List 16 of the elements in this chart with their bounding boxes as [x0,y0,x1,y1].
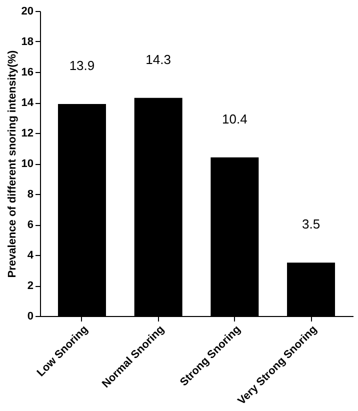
y-tick-label: 16 [21,66,34,78]
data-label: 14.3 [146,52,171,67]
data-label: 10.4 [222,111,248,126]
data-label: 13.9 [69,58,95,74]
y-tick-label: 18 [21,36,34,48]
y-tick-label: 12 [21,128,34,140]
y-axis-title: Prevalence of different snoring intensity(%) [6,50,18,278]
y-tick-label: 8 [27,188,34,200]
y-tick-label: 2 [27,280,34,292]
y-tick-label: 14 [21,97,34,109]
y-tick-label: 6 [27,219,34,231]
y-tick-label: 0 [27,310,34,322]
y-tick-label: 4 [27,250,34,262]
data-label: 3.5 [302,216,320,232]
y-tick-label: 20 [21,6,34,18]
y-tick-label: 10 [21,158,34,170]
